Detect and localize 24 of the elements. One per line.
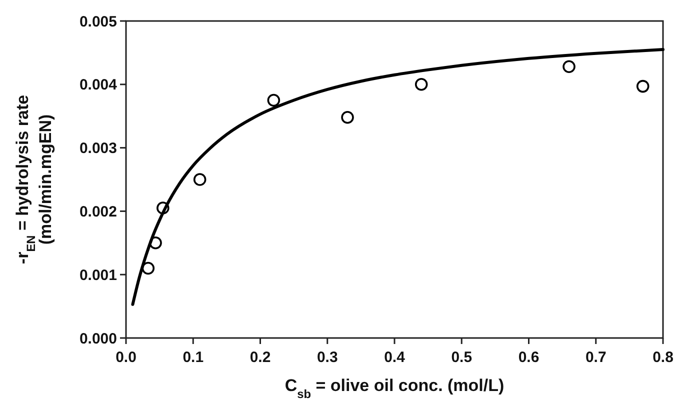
point — [267, 94, 280, 107]
x-tick-label: 0.2 — [250, 349, 271, 366]
point — [562, 60, 576, 74]
x-tick-label: 0.7 — [585, 349, 606, 366]
x-axis-title: C$_{sb}$ = olive oil conc. (mol/L) — [284, 376, 504, 401]
x-tick-label: 0.5 — [451, 349, 472, 366]
x-tick-label: 0.6 — [518, 349, 540, 366]
x-tick-label: 0.3 — [316, 349, 338, 366]
point — [142, 262, 155, 275]
line-series — [131, 48, 664, 306]
x-tick-label: 0.1 — [182, 349, 204, 366]
x-tick-label: 0.0 — [116, 349, 136, 366]
point — [636, 80, 650, 93]
y-tick-label: 0.004 — [79, 76, 118, 94]
point — [341, 110, 354, 124]
y-tick-label: 0.001 — [79, 266, 117, 284]
y-tick-label: 0.000 — [79, 330, 117, 348]
point — [193, 173, 206, 186]
point — [414, 78, 428, 91]
y-tick-label: 0.002 — [79, 203, 117, 220]
y-tick-label: 0.003 — [79, 140, 117, 158]
x-tick-label: 0.8 — [652, 349, 674, 366]
y-tick-label: 0.005 — [79, 13, 117, 30]
x-tick-label: 0.4 — [384, 349, 406, 366]
